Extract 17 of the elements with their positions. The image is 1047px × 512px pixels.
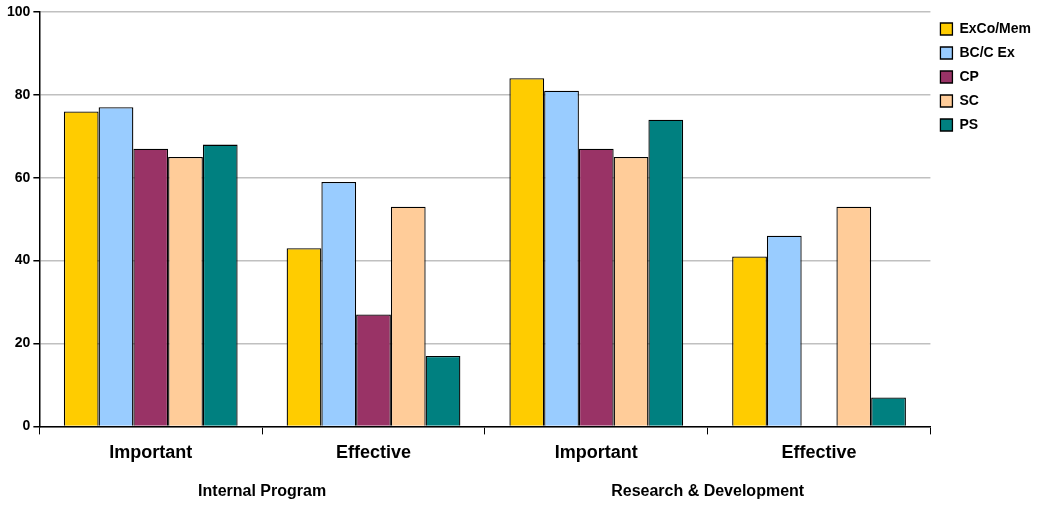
y-tick-label: 40 (14, 251, 31, 268)
x-tick-label: Effective (781, 442, 857, 463)
y-tick-label: 20 (14, 334, 31, 351)
text: Research & Development (611, 482, 805, 500)
legend-label: ExCo/Mem (959, 19, 1032, 36)
y-tick-label: 0 (22, 417, 31, 434)
legend-label: PS (959, 115, 979, 132)
y-tick-label: 80 (14, 85, 31, 102)
legend-label: BC/C Ex (959, 43, 1015, 60)
x-tick-label: Important (554, 442, 638, 463)
y-tick-label: 100 (7, 2, 31, 19)
x-tick-label: Important (109, 442, 193, 463)
text: Internal Program (198, 482, 327, 500)
legend-label: SC (959, 91, 979, 108)
x-tick-label: Effective (335, 442, 412, 463)
y-tick-label: 60 (14, 168, 31, 185)
legend-label: CP (959, 67, 979, 84)
